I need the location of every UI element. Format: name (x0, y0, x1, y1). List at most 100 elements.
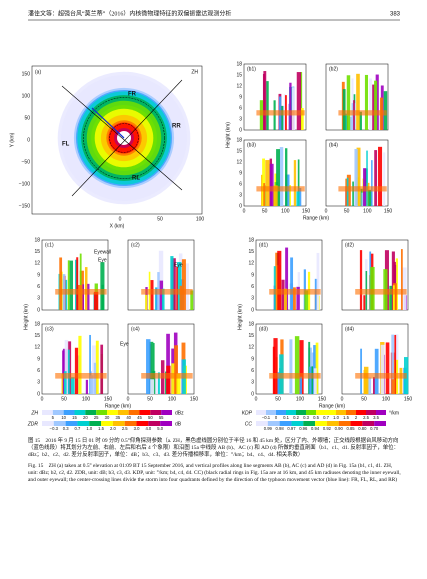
colorbar-swatch (276, 410, 286, 415)
echo-column (166, 333, 170, 394)
colorbar-tick: 0.7 (75, 426, 81, 431)
colorbar-tick: 1.0 (333, 415, 339, 420)
y-tick-label: 18 (34, 321, 40, 327)
x-tick-label: 100 (82, 396, 91, 402)
quadrant-line (71, 79, 183, 197)
colorbar-tick: 25 (94, 415, 99, 420)
echo-column (74, 347, 79, 394)
echo-column (289, 339, 293, 394)
echo-column (59, 257, 63, 310)
melting-layer (338, 186, 387, 192)
colorbar-swatch (350, 421, 363, 426)
colorbar-swatch (150, 410, 162, 415)
echo-column (181, 259, 186, 310)
echo-column (161, 288, 165, 310)
colorbar-tick: 55 (159, 415, 164, 420)
colorbar-swatch (124, 421, 137, 426)
x-tick-label: 50 (275, 396, 281, 402)
x-tick-label: 0 (119, 216, 122, 222)
colorbar-tick: 4.0 (145, 426, 151, 431)
colorbar-tick: −0.1 (262, 415, 271, 420)
panel-label: (d3) (259, 326, 268, 332)
echo-column (378, 146, 383, 206)
echo-column (277, 250, 282, 310)
colorbar-swatch (362, 421, 375, 426)
colorbar-swatch (161, 410, 172, 415)
colorbar-name: ZDR (27, 421, 39, 427)
y-axis-label: Height (km) (225, 122, 231, 148)
echo-column (291, 87, 296, 130)
echo-column (299, 376, 303, 394)
echo-column (290, 257, 294, 310)
colorbar-tick: 1.0 (86, 426, 92, 431)
x-axis-label: X (km) (110, 223, 125, 229)
melting-layer (355, 289, 407, 295)
y-tick-label: 15 (248, 249, 254, 255)
colorbar-swatch (376, 410, 386, 415)
colorbar-tick: 0.99 (264, 426, 273, 431)
colorbar-tick: 0.96 (299, 426, 308, 431)
echo-column (366, 182, 370, 206)
echo-column (345, 178, 349, 206)
y-tick-label: 18 (248, 237, 254, 243)
y-tick-label: 150 (22, 71, 31, 77)
colorbar-swatch (42, 410, 53, 415)
echo-column (366, 377, 372, 394)
x-axis-label: Range (km) (319, 403, 345, 409)
colorbar-swatch (366, 410, 376, 415)
panel-label: (d2) (345, 242, 354, 248)
colorbar-swatch (346, 410, 356, 415)
echo-column (159, 280, 164, 310)
panel-frame (255, 239, 323, 311)
echo-column (273, 338, 278, 394)
echo-column (315, 342, 319, 394)
echo-column (298, 187, 302, 206)
melting-layer (269, 373, 321, 379)
echo-column (263, 71, 267, 130)
colorbar-swatch (96, 410, 107, 415)
echo-column (70, 377, 75, 394)
echo-column (311, 366, 314, 394)
panel-label: (d4) (345, 326, 354, 332)
echo-column (394, 334, 397, 394)
echo-column (185, 263, 189, 310)
echo-column (67, 349, 70, 394)
y-tick-label: 6 (239, 105, 242, 111)
y-tick-label: 9 (239, 94, 242, 100)
colorbar-swatch (89, 421, 102, 426)
colorbar-tick: 10 (61, 415, 66, 420)
echo-column (265, 160, 270, 206)
echo-column (293, 160, 297, 206)
echo-column (359, 111, 362, 130)
y-tick-label: 0 (239, 127, 242, 133)
echo-column (346, 75, 351, 130)
echo-column (359, 250, 363, 310)
y-axis-label: Height (km) (23, 304, 29, 330)
echo-column (273, 266, 276, 310)
echo-column (374, 348, 379, 394)
echo-column (391, 379, 396, 394)
echo-column (277, 372, 280, 394)
echo-column (176, 373, 181, 394)
colorbar-tick: 0.1 (283, 415, 289, 420)
colorbar-swatch (296, 410, 306, 415)
colorbar-swatch (256, 421, 268, 426)
y-tick-label: 12 (248, 261, 254, 267)
colorbar-tick: 3.5 (373, 415, 379, 420)
colorbar-swatch (338, 421, 351, 426)
annotation: Eyewall (94, 249, 111, 255)
colorbar-swatch (63, 410, 75, 415)
colorbar-tick: 0.97 (287, 426, 296, 431)
panel-label: (b1) (247, 66, 256, 72)
x-tick-label: 50 (147, 396, 153, 402)
panel-label: (d1) (259, 242, 268, 248)
echo-column (281, 279, 285, 310)
echo-column (363, 295, 366, 310)
panel-label: (b2) (329, 66, 338, 72)
colorbar-tick: 0.92 (323, 426, 332, 431)
colorbar-swatch (267, 421, 280, 426)
colorbar-tick: 5.0 (157, 426, 163, 431)
echo-column (370, 266, 375, 310)
quadrant-label: FL (62, 142, 70, 148)
panel-label: (c3) (45, 326, 54, 332)
